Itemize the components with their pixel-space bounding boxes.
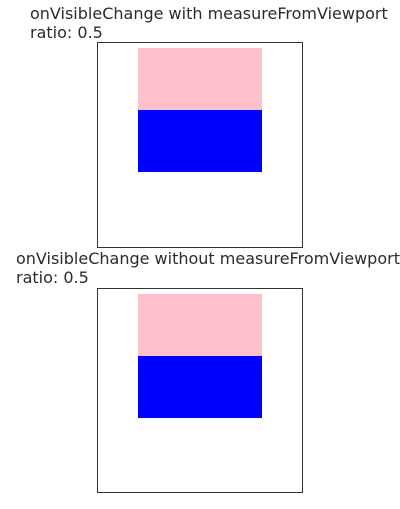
blue-block	[138, 356, 262, 418]
section-title-without-measure: onVisibleChange without measureFromViewp…	[16, 249, 400, 268]
blue-block	[138, 110, 262, 172]
ratio-label-without-measure: ratio: 0.5	[16, 268, 89, 287]
viewport-with-measure[interactable]	[97, 42, 303, 248]
pink-block	[138, 48, 262, 110]
pink-block	[138, 294, 262, 356]
section-title-with-measure: onVisibleChange with measureFromViewport	[30, 4, 388, 23]
ratio-label-with-measure: ratio: 0.5	[30, 23, 103, 42]
viewport-without-measure[interactable]	[97, 288, 303, 493]
